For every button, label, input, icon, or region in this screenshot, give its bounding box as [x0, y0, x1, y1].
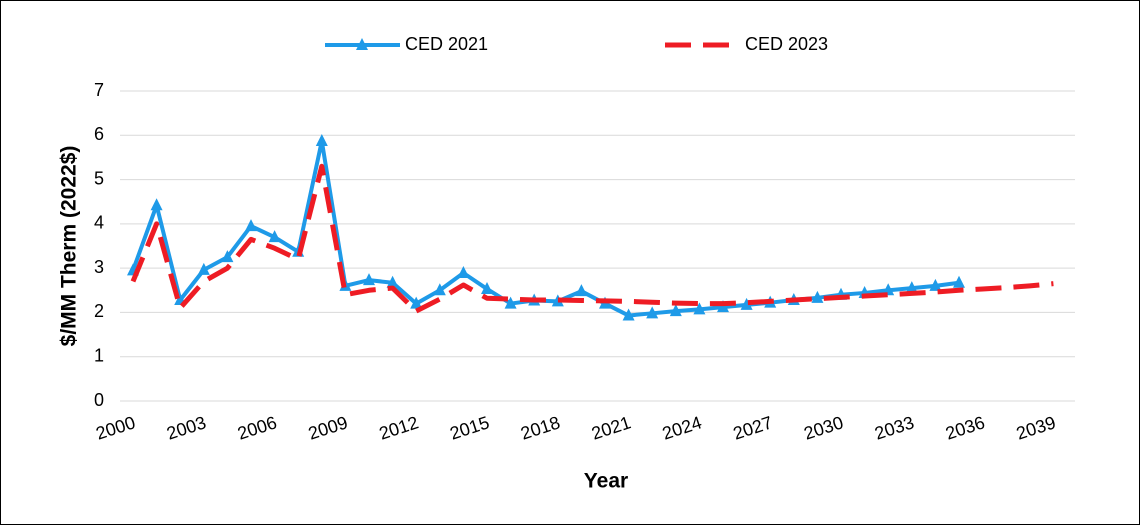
marker: [929, 278, 942, 291]
marker: [386, 275, 399, 288]
marker: [669, 304, 682, 317]
marker: [646, 306, 659, 319]
series-line: [131, 139, 960, 318]
marker: [433, 283, 446, 296]
y-tick-label: 3: [94, 257, 104, 277]
marker: [740, 297, 753, 310]
y-tick-label: 2: [94, 301, 104, 321]
marker: [905, 281, 918, 294]
legend-marker: [356, 38, 368, 50]
y-tick-label: 0: [94, 390, 104, 410]
y-tick-label: 6: [94, 124, 104, 144]
marker: [363, 273, 375, 286]
marker: [481, 281, 493, 294]
marker: [315, 134, 328, 147]
marker: [221, 250, 234, 263]
y-tick-label: 7: [94, 80, 104, 100]
marker: [693, 302, 706, 315]
marker: [811, 290, 824, 303]
marker: [953, 275, 965, 288]
y-tick-label: 1: [94, 345, 104, 365]
legend-label: CED 2023: [745, 34, 828, 54]
marker: [575, 284, 588, 297]
y-axis-title: $/MM Therm (2022$): [58, 146, 81, 347]
marker: [410, 296, 423, 309]
x-axis-title: Year: [584, 470, 628, 493]
marker: [150, 198, 163, 211]
marker: [197, 262, 210, 275]
marker: [882, 283, 895, 296]
legend-label: CED 2021: [405, 34, 488, 54]
marker: [245, 219, 257, 232]
marker: [717, 300, 729, 313]
marker: [551, 294, 564, 307]
marker: [622, 308, 635, 321]
series-line: [130, 163, 1054, 314]
marker: [504, 296, 517, 309]
y-tick-label: 4: [94, 213, 104, 233]
y-tick-label: 5: [94, 168, 104, 188]
marker: [457, 266, 470, 279]
marker: [268, 230, 281, 243]
